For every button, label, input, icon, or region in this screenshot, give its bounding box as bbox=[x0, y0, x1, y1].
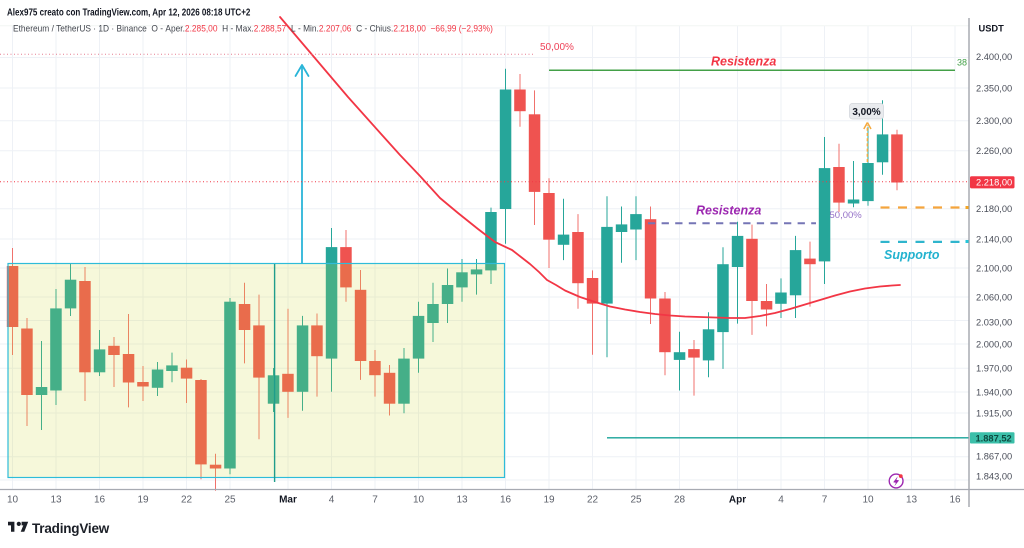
svg-text:10: 10 bbox=[413, 495, 425, 506]
svg-text:16: 16 bbox=[94, 495, 106, 506]
svg-text:2.180,00: 2.180,00 bbox=[976, 204, 1012, 214]
svg-text:16: 16 bbox=[500, 495, 512, 506]
svg-text:2.000,00: 2.000,00 bbox=[976, 339, 1012, 349]
svg-text:Alex975 creato con TradingView: Alex975 creato con TradingView.com, Apr … bbox=[7, 6, 250, 17]
svg-text:16: 16 bbox=[949, 495, 961, 506]
svg-text:2.140,00: 2.140,00 bbox=[976, 234, 1012, 244]
svg-text:1.867,00: 1.867,00 bbox=[976, 451, 1012, 461]
svg-text:2.350,00: 2.350,00 bbox=[976, 83, 1012, 93]
svg-text:Mar: Mar bbox=[279, 495, 297, 506]
svg-text:10: 10 bbox=[7, 495, 19, 506]
svg-text:2.060,00: 2.060,00 bbox=[976, 292, 1012, 302]
svg-text:13: 13 bbox=[50, 495, 62, 506]
svg-text:Resistenza: Resistenza bbox=[696, 204, 761, 218]
svg-text:28: 28 bbox=[674, 495, 686, 506]
svg-text:7: 7 bbox=[372, 495, 378, 506]
svg-text:2.400,00: 2.400,00 bbox=[976, 52, 1012, 62]
svg-text:TradingView: TradingView bbox=[32, 521, 110, 536]
svg-text:USDT: USDT bbox=[979, 24, 1005, 34]
svg-text:2.030,00: 2.030,00 bbox=[976, 317, 1012, 327]
svg-text:22: 22 bbox=[181, 495, 193, 506]
svg-text:Ethereum / TetherUS · 1D · Bin: Ethereum / TetherUS · 1D · Binance O - A… bbox=[13, 23, 493, 33]
svg-text:2.100,00: 2.100,00 bbox=[976, 263, 1012, 273]
svg-text:50,00%: 50,00% bbox=[830, 210, 863, 221]
svg-text:2.218,00: 2.218,00 bbox=[976, 178, 1012, 188]
svg-text:13: 13 bbox=[906, 495, 918, 506]
svg-text:1.887,52: 1.887,52 bbox=[976, 433, 1012, 443]
svg-text:3,00%: 3,00% bbox=[852, 107, 880, 118]
svg-text:22: 22 bbox=[587, 495, 599, 506]
svg-text:1.940,00: 1.940,00 bbox=[976, 387, 1012, 397]
svg-text:10: 10 bbox=[862, 495, 874, 506]
svg-text:Resistenza: Resistenza bbox=[711, 55, 776, 69]
svg-text:1.970,00: 1.970,00 bbox=[976, 364, 1012, 374]
svg-text:50,00%: 50,00% bbox=[540, 42, 574, 53]
svg-text:25: 25 bbox=[224, 495, 236, 506]
svg-text:1.843,00: 1.843,00 bbox=[976, 471, 1012, 481]
svg-text:19: 19 bbox=[543, 495, 555, 506]
svg-text:7: 7 bbox=[822, 495, 828, 506]
svg-text:1.915,00: 1.915,00 bbox=[976, 408, 1012, 418]
svg-text:4: 4 bbox=[778, 495, 784, 506]
svg-text:Supporto: Supporto bbox=[884, 248, 940, 262]
svg-text:25: 25 bbox=[630, 495, 642, 506]
svg-text:4: 4 bbox=[329, 495, 335, 506]
svg-text:Apr: Apr bbox=[729, 495, 746, 506]
svg-text:13: 13 bbox=[456, 495, 468, 506]
svg-text:2.300,00: 2.300,00 bbox=[976, 116, 1012, 126]
svg-text:2.260,00: 2.260,00 bbox=[976, 146, 1012, 156]
svg-text:38: 38 bbox=[957, 58, 967, 68]
svg-text:19: 19 bbox=[137, 495, 149, 506]
